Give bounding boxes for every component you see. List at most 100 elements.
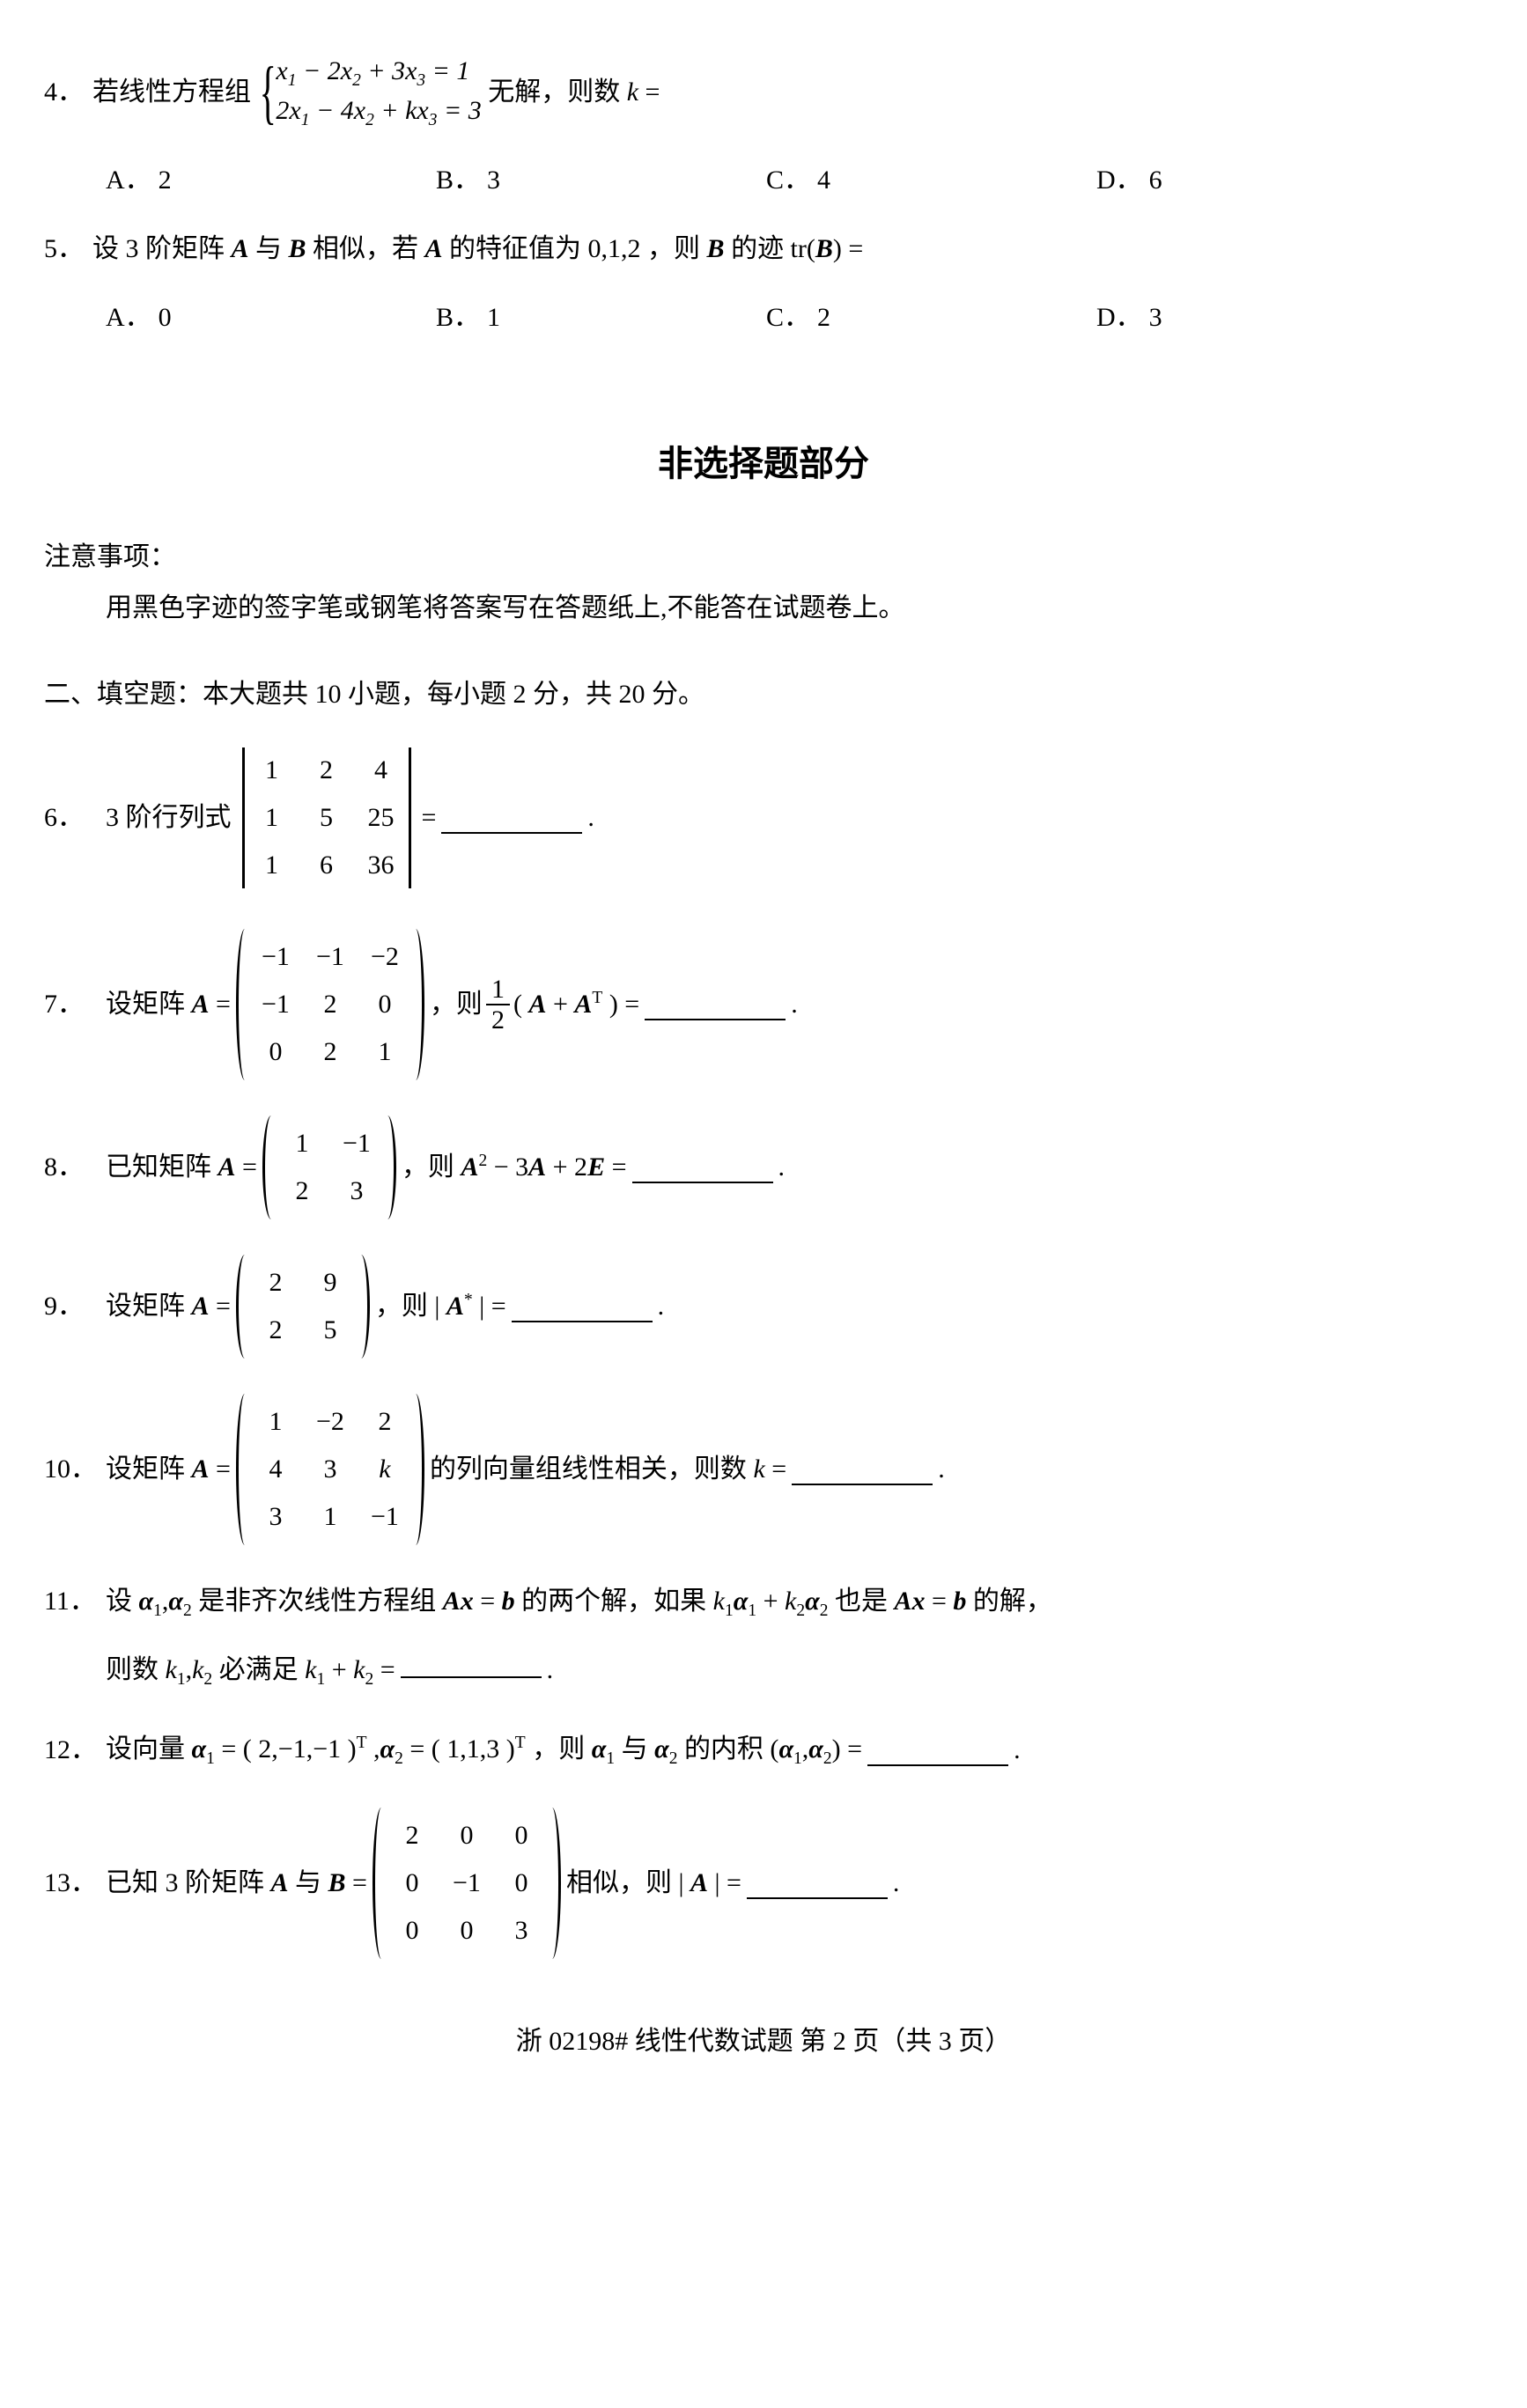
q7-number: 7． <box>44 983 106 1026</box>
q9-number: 9． <box>44 1285 106 1328</box>
q4-text-b: 无解，则数 k = <box>482 71 660 114</box>
matrix-cell: −1 <box>342 1123 372 1165</box>
q10-mat-body: 1−2243k31−1 <box>254 1394 407 1545</box>
q13-number: 13． <box>44 1862 106 1904</box>
det-bar-right-icon <box>409 747 411 888</box>
section-2-title: 非选择题部分 <box>44 436 1483 492</box>
q12-number: 12． <box>44 1729 106 1771</box>
q6-det-body: 12415251636 <box>250 742 403 894</box>
q4-choice-d: D．6 <box>1096 159 1427 202</box>
q11-tail: . <box>547 1649 554 1691</box>
question-13: 13． 已知 3 阶矩阵 A 与 B = 2000−10003 相似，则 | A… <box>44 1808 1483 1959</box>
q8-number: 8． <box>44 1146 106 1189</box>
q10-tail: . <box>938 1448 945 1491</box>
matrix-cell: 2 <box>315 1031 345 1073</box>
q5-choices: A．0 B．1 C．2 D．3 <box>106 297 1427 339</box>
question-6: 6． 3 阶行列式 12415251636 = . <box>44 742 1483 894</box>
q4-eq1: x1 − 2x2 + 3x3 = 1 <box>276 53 481 92</box>
matrix-cell: 2 <box>397 1815 427 1857</box>
matrix-cell: 9 <box>315 1262 345 1304</box>
q10-blank <box>792 1454 933 1485</box>
q6-determinant: 12415251636 <box>237 742 417 894</box>
q8-mid: ，则 A2 − 3A + 2E = <box>402 1146 627 1189</box>
paren-right-icon <box>407 929 424 1080</box>
matrix-cell: 25 <box>366 797 396 839</box>
q4-text-a: 若线性方程组 <box>92 71 251 114</box>
q7-blank <box>645 989 786 1020</box>
question-11: 11． 设 α1,α2 是非齐次线性方程组 Ax = b 的两个解，如果 k1α… <box>44 1580 1483 1693</box>
q4-system: { x1 − 2x2 + 3x3 = 1 2x1 − 4x2 + kx3 = 3 <box>251 53 482 133</box>
q13-mid: 相似，则 | A | = <box>566 1862 741 1904</box>
paren-left-icon <box>262 1116 280 1219</box>
q12-stem: 设向量 α1 = ( 2,−1,−1 )T ,α2 = ( 1,1,3 )T ，… <box>106 1728 862 1772</box>
matrix-cell: −2 <box>370 936 400 978</box>
q5-stem: 5． 设 3 阶矩阵 A 与 B 相似，若 A 的特征值为 0,1,2 ，则 B… <box>44 228 1483 270</box>
q9-mat-body: 2925 <box>254 1255 352 1359</box>
q11-number: 11． <box>44 1580 106 1623</box>
q4-number: 4． <box>44 71 92 114</box>
matrix-cell: −2 <box>315 1401 345 1443</box>
matrix-cell: 1 <box>370 1031 400 1073</box>
matrix-cell: −1 <box>261 983 291 1026</box>
q11-line1: 设 α1,α2 是非齐次线性方程组 Ax = b 的两个解，如果 k1α1 + … <box>106 1580 1052 1624</box>
paren-right-icon <box>352 1255 370 1359</box>
matrix-cell: 5 <box>315 1309 345 1351</box>
q7-matrix: −1−1−2−120021 <box>236 929 424 1080</box>
matrix-cell: 1 <box>257 844 287 887</box>
question-12: 12． 设向量 α1 = ( 2,−1,−1 )T ,α2 = ( 1,1,3 … <box>44 1728 1483 1772</box>
q7-fraction: 1 2 <box>486 975 510 1035</box>
section-2-head: 二、填空题：本大题共 10 小题，每小题 2 分，共 20 分。 <box>44 674 1483 716</box>
q11-blank <box>401 1646 542 1678</box>
matrix-cell: −1 <box>370 1496 400 1538</box>
matrix-cell: 3 <box>342 1170 372 1212</box>
matrix-cell: 2 <box>370 1401 400 1443</box>
matrix-cell: 36 <box>366 844 396 887</box>
question-10: 10． 设矩阵 A = 1−2243k31−1 的列向量组线性相关，则数 k =… <box>44 1394 1483 1545</box>
matrix-cell: 3 <box>261 1496 291 1538</box>
q9-matrix: 2925 <box>236 1255 370 1359</box>
notice-body: 用黑色字迹的签字笔或钢笔将答案写在答题纸上,不能答在试题卷上。 <box>106 587 1483 630</box>
q7-pre: 设矩阵 A = <box>106 983 231 1026</box>
matrix-cell: 5 <box>312 797 342 839</box>
matrix-cell: 0 <box>506 1862 536 1904</box>
matrix-cell: 1 <box>315 1496 345 1538</box>
q4-choices: A．2 B．3 C．4 D．6 <box>106 159 1427 202</box>
q7-mid: ，则 <box>430 983 483 1026</box>
q4-eq2: 2x1 − 4x2 + kx3 = 3 <box>276 92 481 132</box>
paren-left-icon <box>236 929 254 1080</box>
q6-blank <box>441 802 582 834</box>
matrix-cell: 0 <box>261 1031 291 1073</box>
q9-mid: ，则 | A* | = <box>375 1285 506 1328</box>
matrix-cell: 0 <box>397 1910 427 1952</box>
q5-choice-d: D．3 <box>1096 297 1427 339</box>
paren-right-icon <box>379 1116 396 1219</box>
q12-tail: . <box>1014 1729 1021 1771</box>
matrix-cell: −1 <box>261 936 291 978</box>
paren-right-icon <box>543 1808 561 1959</box>
q7-tail: . <box>791 983 798 1026</box>
matrix-cell: 0 <box>452 1815 482 1857</box>
q7-mat-body: −1−1−2−120021 <box>254 929 407 1080</box>
q4-choice-c: C．4 <box>766 159 1096 202</box>
q13-mat-body: 2000−10003 <box>390 1808 543 1959</box>
q6-tail: . <box>587 797 594 839</box>
matrix-cell: −1 <box>452 1862 482 1904</box>
paren-left-icon <box>236 1255 254 1359</box>
q10-matrix: 1−2243k31−1 <box>236 1394 424 1545</box>
question-8: 8． 已知矩阵 A = 1−123 ，则 A2 − 3A + 2E = . <box>44 1116 1483 1219</box>
paren-right-icon <box>407 1394 424 1545</box>
matrix-cell: 1 <box>257 749 287 792</box>
q7-expr: ( A + AT ) = <box>513 983 639 1026</box>
q4-stem: 4． 若线性方程组 { x1 − 2x2 + 3x3 = 1 2x1 − 4x2… <box>44 53 1483 133</box>
question-4: 4． 若线性方程组 { x1 − 2x2 + 3x3 = 1 2x1 − 4x2… <box>44 53 1483 202</box>
matrix-cell: 2 <box>315 983 345 1026</box>
matrix-cell: 3 <box>506 1910 536 1952</box>
q10-pre: 设矩阵 A = <box>106 1448 231 1491</box>
q4-system-rows: x1 − 2x2 + 3x3 = 1 2x1 − 4x2 + kx3 = 3 <box>276 53 481 133</box>
matrix-cell: 0 <box>370 983 400 1026</box>
q11-line2: 则数 k1,k2 必满足 k1 + k2 = <box>106 1649 395 1693</box>
q9-pre: 设矩阵 A = <box>106 1285 231 1328</box>
q5-choice-b: B．1 <box>436 297 766 339</box>
matrix-cell: 0 <box>506 1815 536 1857</box>
matrix-cell: 1 <box>287 1123 317 1165</box>
